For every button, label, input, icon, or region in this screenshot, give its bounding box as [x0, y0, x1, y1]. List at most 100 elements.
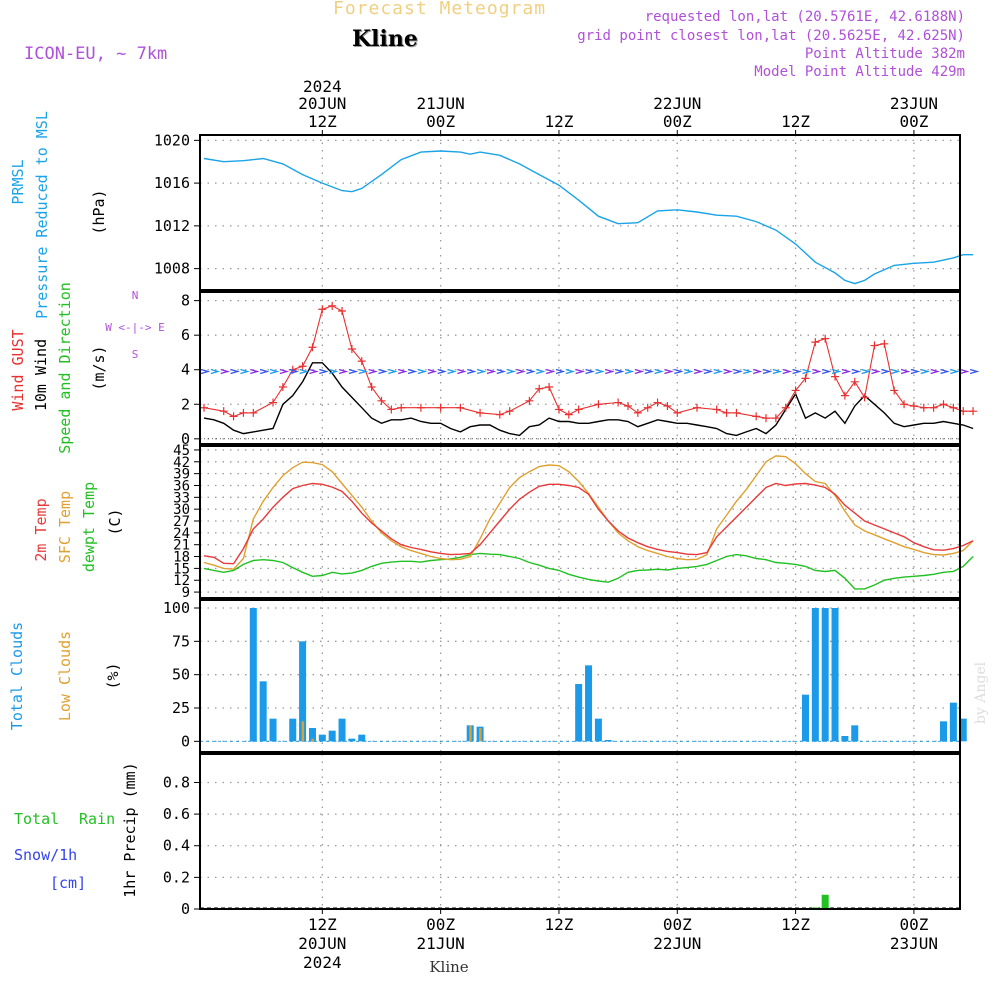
- gust-marker: [791, 386, 800, 395]
- y-tick-label: 6: [181, 326, 190, 344]
- gust-marker: [880, 339, 889, 348]
- gust-marker: [377, 396, 386, 405]
- wind-direction-arrow: [654, 368, 664, 375]
- total-cloud-bar: [308, 728, 316, 742]
- total-cloud-bar: [959, 718, 967, 742]
- wind-direction-arrow: [930, 368, 941, 375]
- bottom-time-label: 22JUN: [653, 934, 701, 953]
- wind-direction-arrow: [309, 368, 319, 375]
- wind-direction-arrow: [526, 368, 536, 375]
- wind-direction-arrow: [398, 368, 408, 375]
- y-tick-label: 9: [182, 585, 190, 601]
- top-time-label: 22JUN: [653, 94, 701, 113]
- wind-direction-arrow: [900, 368, 911, 375]
- low-cloud-bar: [311, 738, 314, 742]
- cloud-label-low: Low Clouds: [56, 631, 74, 721]
- y-tick-label: 1008: [154, 260, 190, 278]
- gust-marker: [752, 412, 761, 421]
- wind-direction-arrow: [762, 368, 773, 375]
- total-cloud-bar: [831, 608, 839, 742]
- cloud-unit: (%): [104, 662, 122, 689]
- wind-direction-arrow: [969, 368, 980, 375]
- bottom-time-label: 00Z: [426, 915, 455, 934]
- gust-marker: [633, 408, 642, 417]
- wind-direction-arrow: [358, 368, 369, 375]
- gust-marker: [693, 403, 701, 412]
- gust-marker: [831, 372, 840, 381]
- wind-direction-arrow: [437, 368, 448, 375]
- temp-label-sfc: SFC Temp: [56, 491, 74, 563]
- gust-marker: [929, 403, 938, 412]
- wind-direction-arrow: [447, 368, 457, 375]
- wind-direction-arrow: [792, 368, 802, 375]
- wind-direction-arrow: [388, 368, 398, 375]
- wind-direction-arrow: [486, 368, 497, 375]
- compass-south: S: [132, 348, 139, 361]
- wind-label-direction: Speed and Direction: [56, 282, 74, 454]
- wind-direction-arrow: [881, 368, 891, 375]
- point-altitude: Point Altitude 382m: [804, 46, 965, 62]
- panel-frame: [199, 599, 961, 753]
- panel-precip: 0 0.2 0.4 0.6 0.8: [163, 753, 961, 918]
- wind-direction-arrow: [703, 368, 714, 375]
- wind-direction-arrow: [723, 368, 733, 375]
- gust-marker: [249, 408, 258, 417]
- total-cloud-bar: [811, 608, 819, 742]
- y-tick-label: 50: [172, 666, 190, 684]
- y-tick-label: 18: [173, 550, 190, 566]
- wind-direction-arrow: [368, 368, 378, 375]
- wind-direction-arrow: [220, 368, 231, 375]
- wind-direction-arrow: [279, 368, 290, 375]
- wind-direction-arrow: [802, 368, 812, 375]
- gust-marker: [969, 407, 978, 416]
- y-tick-label: 36: [173, 478, 190, 494]
- wind-direction-arrow: [683, 368, 694, 375]
- pressure-unit: (hPa): [90, 189, 108, 234]
- panel-background: [200, 135, 960, 290]
- y-tick-label: 75: [172, 632, 190, 650]
- wind-direction-arrow: [851, 368, 862, 375]
- series-10m-wind: [203, 362, 974, 437]
- gust-marker: [367, 383, 376, 391]
- wind-direction-arrow: [545, 368, 556, 375]
- gust-marker: [564, 410, 573, 419]
- precip-label-cm: [cm]: [50, 874, 86, 892]
- wind-direction-arrow: [871, 368, 881, 375]
- gust-marker: [900, 400, 909, 409]
- y-tick-label: 15: [173, 561, 190, 577]
- wind-direction-arrow: [575, 368, 586, 375]
- wind-direction-arrow: [822, 368, 832, 375]
- gust-marker: [860, 393, 869, 402]
- y-tick-label: 0: [181, 900, 190, 918]
- top-time-label: 00Z: [899, 112, 928, 131]
- bottom-time-label: 12Z: [781, 915, 810, 934]
- low-cloud-bar: [469, 725, 472, 742]
- gust-marker: [476, 408, 485, 417]
- total-cloud-bar: [841, 736, 849, 742]
- gust-marker: [269, 398, 278, 407]
- gust-marker: [318, 305, 327, 314]
- wind-direction-arrow: [230, 368, 240, 375]
- gust-marker: [239, 408, 248, 417]
- y-tick-label: 4: [181, 361, 190, 379]
- gust-marker: [909, 402, 918, 410]
- gust-marker: [308, 343, 317, 352]
- y-tick-label: 0.2: [163, 868, 190, 886]
- gridpoint-coords: grid point closest lon,lat (20.5625E, 42…: [577, 28, 965, 44]
- wind-direction-arrow: [289, 368, 300, 375]
- gust-marker: [840, 391, 849, 400]
- panel-frame: [199, 445, 961, 599]
- gust-marker: [554, 405, 563, 414]
- wind-direction-arrow: [476, 368, 487, 375]
- wind-direction-arrow: [891, 368, 901, 375]
- bottom-time-label: 00Z: [899, 915, 928, 934]
- gust-marker: [614, 398, 623, 407]
- gust-marker: [781, 403, 790, 412]
- gust-marker: [939, 400, 948, 409]
- y-tick-label: 27: [173, 514, 190, 530]
- wind-direction-arrow: [506, 368, 517, 375]
- wind-label-10m: 10m Wind: [32, 339, 50, 411]
- total-cloud-bar: [328, 730, 336, 742]
- y-tick-label: 12: [173, 573, 190, 589]
- wind-direction-arrow: [210, 368, 221, 375]
